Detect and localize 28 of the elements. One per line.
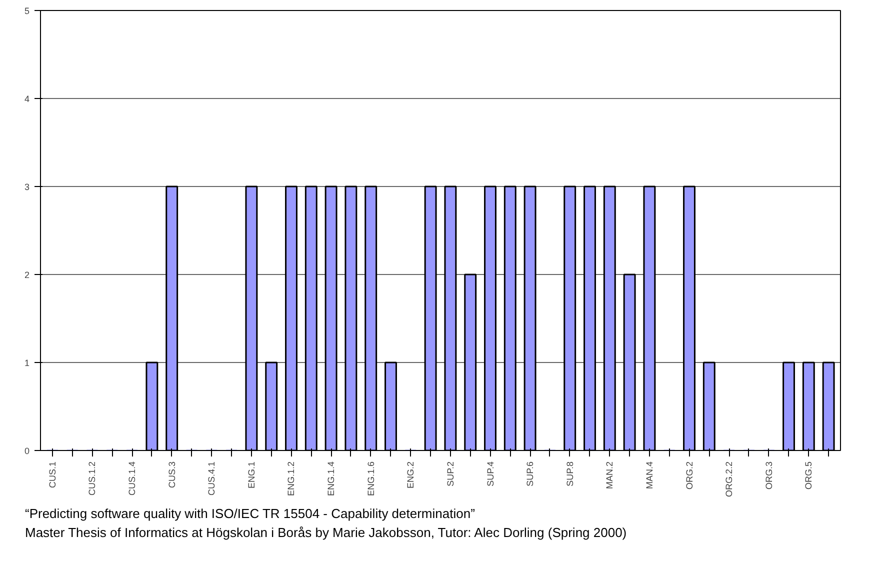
y-tick-label: 3: [24, 182, 30, 192]
x-tick-label: SUP.2: [445, 461, 456, 486]
x-tick-label: ORG.2.2: [724, 461, 734, 498]
y-tick-label: 0: [24, 446, 30, 456]
x-tick-label: SUP.6: [525, 461, 536, 486]
x-tick-label: CUS.4.1: [206, 462, 217, 496]
x-tick-label: CUS.1: [47, 461, 58, 488]
x-tick-label: MAN.2: [604, 461, 615, 490]
x-tick-label: ENG.1.4: [326, 462, 336, 496]
y-tick-label: 1: [24, 358, 30, 368]
x-tick-label: ENG.2: [406, 461, 416, 489]
x-tick-label: ORG.3: [764, 461, 774, 490]
y-tick-label: 2: [24, 270, 30, 280]
text: “Predicting software quality with ISO/IEC TR 15504 - Capability determination”: [25, 506, 475, 521]
x-tick-label: SUP.8: [564, 461, 575, 486]
text: Master Thesis of Informatics at Högskolan i Borås by Marie Jakobsson, Tutor: Alec Dorling (Spring 2000): [25, 524, 627, 540]
x-tick-label: ENG.1.2: [286, 462, 296, 496]
x-tick-label: ORG.2: [684, 461, 694, 490]
x-tick-label: CUS.1.4: [127, 462, 138, 496]
x-tick-label: CUS.3: [166, 461, 177, 488]
x-tick-label: CUS.1.2: [87, 462, 98, 496]
x-tick-label: SUP.4: [485, 461, 496, 486]
x-tick-label: ENG.1: [246, 461, 256, 489]
x-tick-label: MAN.4: [644, 461, 654, 490]
y-tick-label: 4: [24, 94, 30, 104]
x-tick-label: ENG.1.6: [366, 462, 376, 496]
y-tick-label: 5: [24, 6, 30, 16]
x-tick-label: ORG.5: [804, 461, 814, 490]
